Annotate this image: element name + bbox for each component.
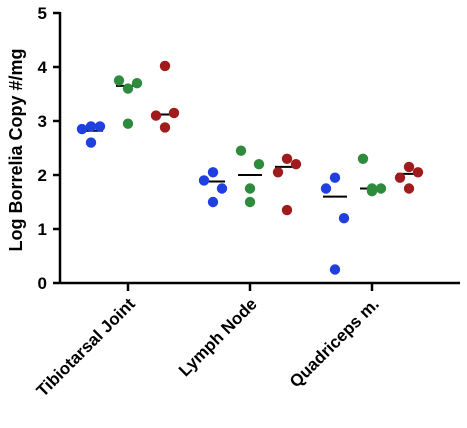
data-point	[168, 107, 180, 119]
data-point	[357, 153, 369, 164]
x-tick-label: Tibiotarsal Joint	[33, 294, 139, 400]
data-point	[290, 159, 302, 170]
data-point	[281, 153, 293, 164]
data-point	[94, 121, 106, 132]
data-point	[131, 78, 143, 89]
data-point	[244, 183, 256, 194]
data-point	[159, 122, 171, 133]
y-tick-label: 0	[38, 274, 47, 293]
y-tick-label: 4	[38, 58, 48, 77]
y-tick-label: 3	[38, 112, 47, 131]
y-tick-label: 5	[38, 4, 47, 23]
y-tick-label: 2	[38, 166, 47, 185]
data-point	[207, 167, 219, 178]
data-point	[113, 75, 125, 86]
data-point	[216, 183, 228, 194]
data-point	[122, 83, 134, 94]
x-tick-label: Lymph Node	[175, 294, 261, 380]
data-point	[375, 183, 387, 194]
data-point	[272, 167, 284, 178]
data-point	[338, 213, 350, 224]
data-point	[244, 196, 256, 208]
x-tick-label: Quadriceps m.	[286, 294, 383, 391]
data-point	[207, 196, 219, 208]
plot-points	[76, 60, 424, 275]
data-point	[85, 137, 97, 148]
y-axis-label: Log Borrelia Copy #/mg	[6, 48, 26, 251]
y-tick-label: 1	[38, 220, 47, 239]
data-point	[150, 110, 162, 121]
data-point	[281, 204, 293, 216]
data-point	[85, 121, 97, 132]
data-point	[412, 167, 424, 178]
data-point	[235, 145, 247, 156]
data-point	[253, 159, 265, 170]
data-point	[122, 118, 134, 129]
data-point	[76, 123, 88, 135]
data-point	[403, 161, 415, 173]
data-point	[198, 175, 210, 186]
data-point	[366, 186, 378, 197]
data-point	[394, 172, 406, 183]
data-point	[329, 264, 341, 275]
data-point	[320, 183, 332, 194]
data-point	[329, 172, 341, 183]
x-axis: Tibiotarsal Joint Lymph Node Quadriceps m.	[33, 283, 383, 400]
data-point	[403, 183, 415, 194]
y-axis: 0 1 2 3 4 5	[38, 4, 62, 293]
data-point	[159, 60, 171, 72]
